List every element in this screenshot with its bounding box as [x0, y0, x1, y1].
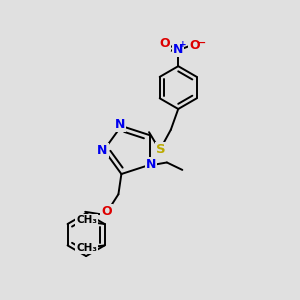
- Text: N: N: [173, 43, 183, 56]
- Text: CH₃: CH₃: [76, 243, 97, 254]
- Text: +: +: [178, 40, 186, 49]
- Text: O: O: [101, 205, 112, 218]
- Text: −: −: [196, 38, 206, 48]
- Text: N: N: [115, 118, 125, 131]
- Text: S: S: [156, 142, 165, 156]
- Text: N: N: [146, 158, 156, 171]
- Text: N: N: [97, 143, 108, 157]
- Text: O: O: [189, 39, 200, 52]
- Text: CH₃: CH₃: [76, 215, 97, 225]
- Text: O: O: [160, 37, 170, 50]
